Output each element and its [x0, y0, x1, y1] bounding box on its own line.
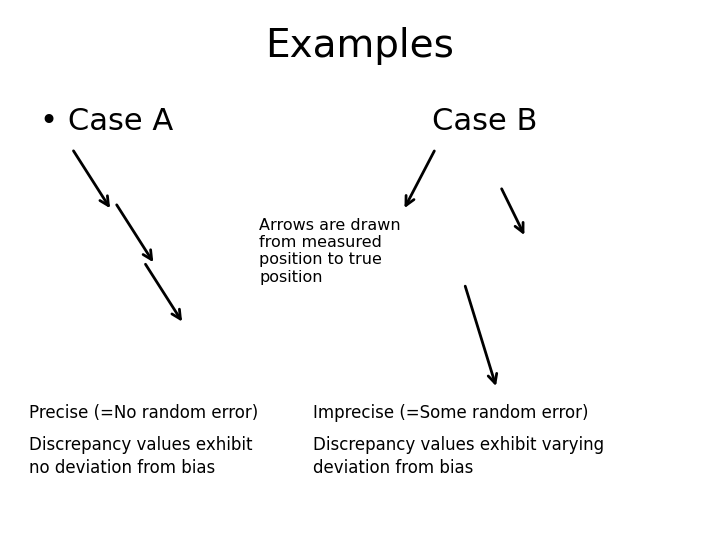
Text: Imprecise (=Some random error): Imprecise (=Some random error): [313, 404, 589, 422]
Text: Discrepancy values exhibit
no deviation from bias: Discrepancy values exhibit no deviation …: [29, 435, 252, 477]
Text: Discrepancy values exhibit varying
deviation from bias: Discrepancy values exhibit varying devia…: [313, 435, 604, 477]
Text: • Case A: • Case A: [40, 107, 173, 136]
Text: Precise (=No random error): Precise (=No random error): [29, 404, 258, 422]
Text: Arrows are drawn
from measured
position to true
position: Arrows are drawn from measured position …: [259, 218, 401, 285]
Text: Examples: Examples: [266, 27, 454, 65]
Text: Case B: Case B: [432, 107, 537, 136]
